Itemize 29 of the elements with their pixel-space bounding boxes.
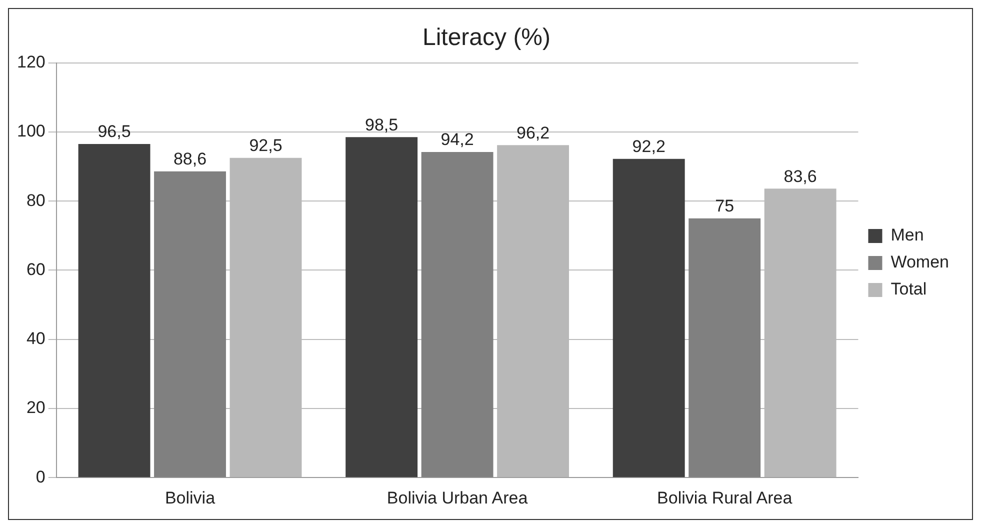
data-label: 83,6	[784, 166, 817, 186]
chart-title: Literacy (%)	[422, 24, 551, 52]
y-tick-label: 80	[26, 190, 46, 210]
y-tick-label: 60	[26, 260, 46, 279]
legend-label: Men	[890, 226, 924, 245]
x-tick-label: Bolivia	[164, 488, 216, 508]
data-label: 92,5	[249, 136, 282, 156]
data-label: 94,2	[440, 130, 474, 150]
bar	[688, 218, 761, 478]
data-label: 98,5	[365, 115, 398, 134]
bar	[346, 137, 418, 478]
y-tick-label: 20	[26, 398, 46, 418]
y-tick-label: 0	[36, 467, 46, 486]
bar	[421, 152, 494, 478]
y-tick-label: 120	[16, 52, 46, 72]
data-label: 88,6	[173, 150, 207, 169]
y-tick-label: 40	[26, 329, 46, 348]
x-tick-label: Bolivia Rural Area	[657, 488, 793, 508]
bar	[154, 171, 226, 478]
data-label: 92,2	[632, 137, 666, 156]
data-label: 96,2	[516, 123, 550, 142]
bar	[612, 158, 685, 478]
legend-label: Women	[890, 252, 949, 272]
data-label: 96,5	[98, 122, 131, 142]
data-label: 75	[715, 196, 734, 216]
y-tick-label: 100	[16, 122, 46, 141]
legend-label: Total	[890, 280, 927, 299]
bar	[78, 144, 150, 478]
x-tick-label: Bolivia Urban Area	[386, 488, 528, 508]
